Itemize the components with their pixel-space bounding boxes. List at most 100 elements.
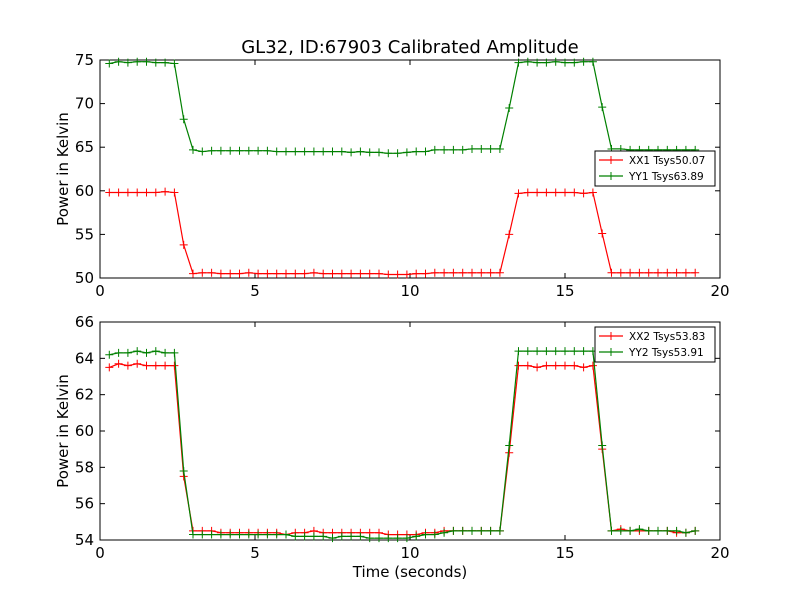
data-point	[216, 530, 225, 539]
chart-panel-1: 0 5 10 15 20 50 55 60 65 70 75 Power in Kelvin XX1 T…	[54, 51, 730, 300]
data-point	[533, 363, 542, 372]
data-point	[272, 530, 281, 539]
data-point	[244, 268, 253, 277]
data-point	[133, 359, 142, 368]
data-point	[440, 268, 449, 277]
legend: XX2 Tsys53.83 YY2 Tsys53.91	[594, 326, 716, 363]
data-point	[207, 268, 216, 277]
y-tick-label: 64	[75, 349, 94, 367]
data-point	[244, 530, 253, 539]
data-point	[161, 58, 170, 67]
data-point	[300, 269, 309, 278]
data-point	[626, 526, 635, 535]
data-point	[523, 361, 532, 370]
data-point	[114, 188, 123, 197]
data-point	[328, 534, 337, 543]
data-point	[533, 188, 542, 197]
data-point	[300, 532, 309, 541]
series-1	[105, 187, 700, 279]
data-point	[607, 526, 616, 535]
data-point	[170, 188, 179, 197]
data-point	[449, 268, 458, 277]
data-point	[161, 361, 170, 370]
legend-label: XX2 Tsys53.83	[629, 331, 705, 343]
data-point	[598, 103, 607, 112]
data-point	[430, 145, 439, 154]
x-tick-label: 15	[555, 282, 574, 300]
data-point	[216, 146, 225, 155]
data-point	[514, 189, 523, 198]
y-tick-label: 60	[75, 422, 94, 440]
data-point	[244, 146, 253, 155]
data-point	[384, 534, 393, 543]
data-point	[477, 144, 486, 153]
data-point	[449, 145, 458, 154]
x-tick-label: 10	[400, 544, 419, 562]
data-point	[133, 57, 142, 66]
data-point	[477, 268, 486, 277]
data-point	[551, 361, 560, 370]
data-point	[272, 269, 281, 278]
data-point	[123, 58, 132, 67]
data-point	[105, 59, 114, 68]
data-point	[393, 270, 402, 279]
x-tick-label: 15	[555, 544, 574, 562]
y-tick-label: 65	[75, 138, 94, 156]
y-tick-label: 56	[75, 495, 94, 513]
data-point	[151, 361, 160, 370]
legend: XX1 Tsys50.07 YY1 Tsys63.89	[594, 150, 716, 187]
data-point	[105, 350, 114, 359]
data-point	[570, 347, 579, 356]
data-point	[561, 347, 569, 356]
data-point	[375, 534, 383, 543]
data-point	[654, 268, 662, 277]
data-point	[542, 58, 551, 67]
y-tick-label: 70	[75, 95, 94, 113]
x-tick-label: 20	[710, 282, 729, 300]
data-point	[421, 269, 430, 278]
data-point	[505, 441, 514, 450]
data-point	[198, 530, 207, 539]
data-point	[691, 268, 700, 277]
data-point	[114, 348, 123, 357]
data-point	[151, 188, 160, 197]
y-tick-label: 60	[75, 182, 94, 200]
data-point	[440, 528, 449, 537]
data-point	[282, 269, 290, 278]
data-point	[561, 58, 569, 67]
legend-marker	[607, 332, 615, 340]
data-point	[254, 269, 263, 278]
data-point	[412, 532, 421, 541]
data-point	[654, 526, 662, 535]
data-point	[495, 144, 504, 153]
legend-label: YY2 Tsys53.91	[628, 347, 704, 359]
data-point	[681, 528, 690, 537]
data-point	[393, 149, 402, 158]
data-point	[533, 347, 542, 356]
data-point	[328, 147, 337, 156]
data-point	[114, 359, 123, 368]
data-point	[412, 147, 421, 156]
data-point	[486, 526, 495, 535]
y-axis-label: Power in Kelvin	[54, 374, 72, 488]
data-point	[114, 57, 123, 66]
data-point	[133, 188, 142, 197]
data-point	[561, 361, 569, 370]
data-point	[458, 526, 467, 535]
data-point	[226, 530, 235, 539]
data-point	[309, 147, 318, 156]
series-line	[109, 363, 696, 536]
data-point	[505, 103, 514, 112]
x-tick-label: 0	[95, 544, 105, 562]
data-point	[533, 58, 542, 67]
y-tick-label: 55	[75, 225, 94, 243]
data-point	[635, 268, 644, 277]
data-point	[570, 58, 579, 67]
data-point	[300, 147, 309, 156]
x-axis-label: Time (seconds)	[352, 563, 468, 581]
data-point	[495, 268, 504, 277]
data-point	[356, 269, 365, 278]
legend-label: XX1 Tsys50.07	[629, 155, 705, 167]
data-point	[123, 361, 132, 370]
data-point	[691, 526, 700, 535]
